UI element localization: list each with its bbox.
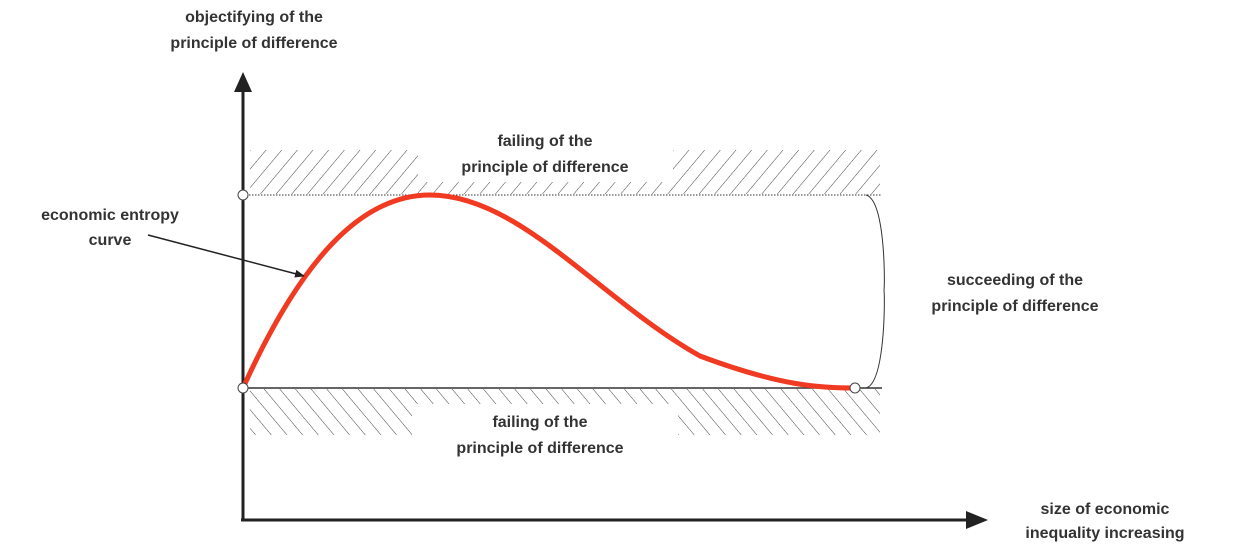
succeeding-label: principle of difference [931, 298, 1098, 315]
point [237, 189, 249, 201]
pointer-arrow [147, 234, 305, 278]
curve-label: curve [89, 232, 132, 249]
entropy-curve [240, 192, 856, 391]
upper-failing-label: failing of the [497, 133, 592, 150]
lower-failing-label: failing of the [492, 414, 587, 431]
x-arrow [966, 511, 988, 529]
y-arrow [234, 72, 252, 92]
text-bg [418, 126, 673, 182]
upper-failing-label: principle of difference [461, 159, 628, 176]
y-axis-label: objectifying of the [185, 9, 323, 26]
point [237, 382, 249, 394]
text-bg [412, 404, 678, 458]
lower-failing-label: principle of difference [456, 440, 623, 457]
point [849, 382, 861, 394]
brace [865, 194, 885, 389]
curve-label: economic entropy [41, 207, 179, 224]
x-axis-label: inequality increasing [1025, 525, 1184, 542]
y-axis-label: principle of difference [170, 35, 337, 52]
x-axis-label: size of economic [1041, 501, 1170, 518]
succeeding-label: succeeding of the [947, 272, 1083, 289]
